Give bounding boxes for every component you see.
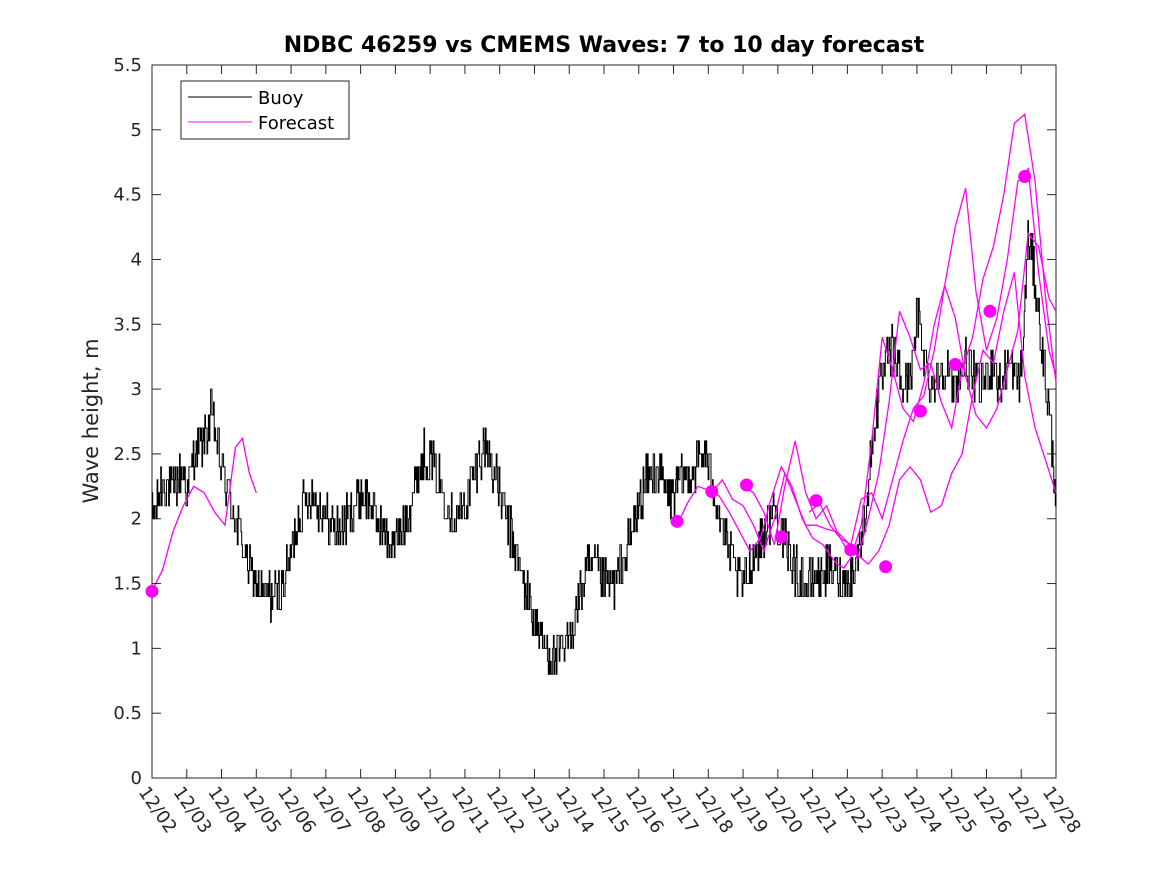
forecast-series bbox=[151, 113, 1057, 591]
plot-frame bbox=[151, 64, 1057, 779]
y-tick-label: 2.5 bbox=[113, 444, 142, 465]
y-tick-label: 0 bbox=[131, 768, 142, 789]
chart-title: NDBC 46259 vs CMEMS Waves: 7 to 10 day f… bbox=[284, 33, 925, 58]
legend-buoy-label: Buoy bbox=[258, 88, 304, 109]
forecast-marker bbox=[670, 514, 684, 528]
y-tick-label: 2 bbox=[131, 509, 142, 530]
forecast-marker bbox=[145, 584, 159, 598]
forecast-line-0 bbox=[151, 436, 257, 591]
legend-forecast-label: Forecast bbox=[258, 113, 334, 134]
y-axis: 0 0.5 1 1.5 2 2.5 3 3.5 4 4.5 5 5.5 bbox=[113, 55, 1056, 789]
buoy-series bbox=[152, 220, 1057, 675]
y-tick-label: 5 bbox=[131, 120, 142, 141]
forecast-line-1 bbox=[676, 167, 1057, 569]
legend: Buoy Forecast bbox=[180, 80, 350, 140]
y-tick-label: 1.5 bbox=[113, 574, 142, 595]
forecast-marker bbox=[809, 494, 823, 508]
y-tick-label: 4 bbox=[131, 249, 142, 270]
forecast-line-3 bbox=[742, 272, 1057, 566]
forecast-line-2 bbox=[711, 113, 1057, 560]
forecast-marker bbox=[844, 543, 858, 557]
forecast-marker bbox=[983, 304, 997, 318]
forecast-marker bbox=[913, 404, 927, 418]
forecast-markers bbox=[145, 169, 1032, 598]
legend-box bbox=[180, 80, 350, 140]
forecast-marker bbox=[879, 560, 893, 574]
y-tick-label: 3.5 bbox=[113, 314, 142, 335]
y-axis-label: Wave height, m bbox=[79, 338, 103, 503]
y-tick-label: 5.5 bbox=[113, 55, 142, 76]
y-tick-label: 0.5 bbox=[113, 703, 142, 724]
forecast-marker bbox=[1018, 169, 1032, 183]
y-tick-label: 3 bbox=[131, 379, 142, 400]
plot-area bbox=[145, 64, 1057, 779]
forecast-marker bbox=[705, 485, 719, 499]
forecast-marker bbox=[740, 478, 754, 492]
buoy-line bbox=[152, 220, 1057, 675]
y-tick-label: 1 bbox=[131, 638, 142, 659]
forecast-marker bbox=[774, 530, 788, 544]
y-tick-label: 4.5 bbox=[113, 185, 142, 206]
forecast-marker bbox=[948, 357, 962, 371]
